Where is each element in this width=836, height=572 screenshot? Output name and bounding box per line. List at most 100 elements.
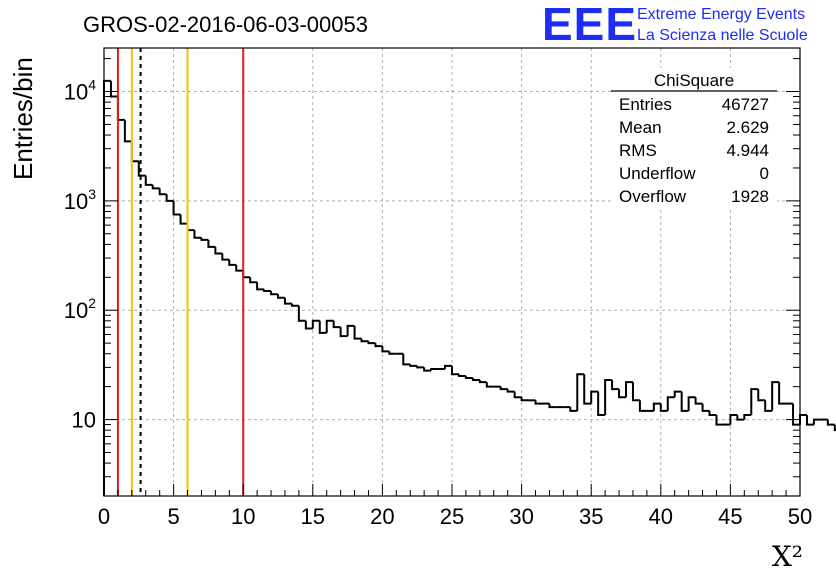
y-tick-labels: 10 102 103 104	[64, 77, 96, 433]
eee-logo: EEE	[542, 0, 637, 50]
histogram-bin	[103, 79, 111, 496]
x-tick-label: 45	[718, 504, 742, 529]
histogram-bin	[833, 424, 836, 432]
histogram-bin	[151, 184, 160, 190]
histogram-bin	[792, 403, 800, 426]
x-tick-label: 15	[301, 504, 325, 529]
histogram-bin	[576, 373, 585, 411]
histogram-bin	[172, 200, 181, 216]
logo-subtitle-line2: La Scienza nelle Scuole	[637, 27, 808, 44]
histogram-bin	[743, 414, 752, 420]
x-tick-label: 20	[370, 504, 394, 529]
histogram-bin	[388, 351, 397, 355]
histogram-bin	[618, 389, 626, 399]
histogram-bin	[116, 96, 125, 121]
stats-row-label: Underflow	[619, 164, 696, 183]
histogram-bin	[694, 397, 703, 405]
histogram-bin	[652, 402, 661, 411]
histogram-bin	[235, 264, 244, 272]
histogram-bin	[304, 320, 313, 330]
histogram-bin	[451, 365, 459, 376]
histogram-bin	[130, 141, 139, 163]
chart-title: GROS-02-2016-06-03-00053	[83, 12, 368, 37]
histogram-bin	[430, 368, 439, 371]
histogram-bin	[179, 214, 188, 225]
histogram-bin	[687, 396, 696, 411]
histogram-bin	[457, 374, 466, 378]
histogram-bin	[109, 80, 118, 98]
histogram-bin	[499, 386, 508, 391]
histogram-bin	[750, 388, 759, 416]
x-tick-label: 5	[167, 504, 179, 529]
histogram-bin	[263, 289, 272, 292]
histogram-bin	[548, 403, 557, 409]
histogram-bin	[638, 400, 647, 412]
histogram-bin	[778, 382, 787, 405]
stats-row-value: 2.629	[726, 118, 769, 137]
histogram-bin	[221, 253, 230, 261]
histogram-bin	[193, 230, 202, 239]
y-tick-label: 104	[64, 77, 96, 105]
histogram-bin	[144, 175, 153, 186]
histogram-bin	[611, 380, 620, 391]
y-tick-label: 10	[72, 408, 96, 433]
histogram-bin	[659, 403, 668, 412]
histogram-bin	[729, 414, 738, 425]
axis-ticks	[103, 58, 801, 497]
cut-lines	[116, 48, 245, 496]
histogram-bin	[471, 377, 480, 382]
histogram-bin	[332, 320, 341, 329]
histogram-bin	[444, 364, 452, 369]
histogram-bin	[708, 410, 717, 417]
histogram-bin	[402, 353, 411, 366]
stats-row-value: 0	[760, 164, 769, 183]
logo-subtitle-line1: Extreme Energy Events	[637, 6, 805, 23]
histogram-bin	[249, 277, 258, 284]
x-tick-labels: 0 5 10 15 20 25 30 35 40 45 50	[98, 504, 812, 529]
histogram-bin	[277, 294, 285, 299]
histogram-bin	[318, 320, 327, 334]
histogram-bin	[270, 290, 278, 296]
stats-box: ChiSquare Entries 46727 Mean 2.629 RMS 4.944 U…	[611, 68, 777, 208]
stats-row-label: Entries	[619, 95, 672, 114]
histogram-bin	[736, 415, 745, 421]
histogram-bin	[311, 319, 320, 329]
histogram-bin	[485, 382, 494, 388]
histogram-bin	[604, 379, 613, 416]
histogram-bin	[701, 403, 710, 412]
histogram-bin	[569, 407, 578, 412]
x-tick-label: 25	[440, 504, 464, 529]
histogram-bin	[186, 223, 195, 232]
histogram-bin	[360, 338, 369, 343]
histogram-bin	[625, 381, 633, 398]
histogram-bin	[339, 327, 348, 338]
stats-row-label: Mean	[619, 118, 662, 137]
x-tick-label: 50	[788, 504, 812, 529]
histogram-bin	[416, 365, 425, 369]
histogram-bin	[242, 270, 251, 279]
histogram-bin	[583, 374, 592, 405]
stats-box-title: ChiSquare	[654, 71, 734, 90]
histogram-bin	[478, 380, 487, 384]
histogram-bin	[123, 119, 132, 143]
histogram-bin	[297, 305, 306, 322]
histogram-bin	[256, 282, 265, 291]
stats-row-label: Overflow	[619, 187, 687, 206]
histogram-bin	[680, 391, 689, 412]
histogram-bin	[283, 297, 292, 305]
histogram-bin	[715, 415, 724, 426]
histogram-bin	[158, 188, 167, 196]
histogram-bin	[757, 389, 766, 402]
histogram-bin	[200, 237, 209, 241]
histogram-bin	[346, 324, 355, 337]
histogram-bin	[423, 367, 432, 372]
histogram-bin	[666, 396, 675, 411]
x-axis-label: X²	[772, 540, 803, 572]
y-tick-label: 102	[64, 295, 96, 323]
histogram-bin	[590, 390, 599, 404]
stats-row-value: 46727	[722, 95, 769, 114]
histogram-bin	[374, 343, 383, 348]
histogram-bin	[137, 161, 146, 177]
histogram-bin	[520, 397, 529, 402]
